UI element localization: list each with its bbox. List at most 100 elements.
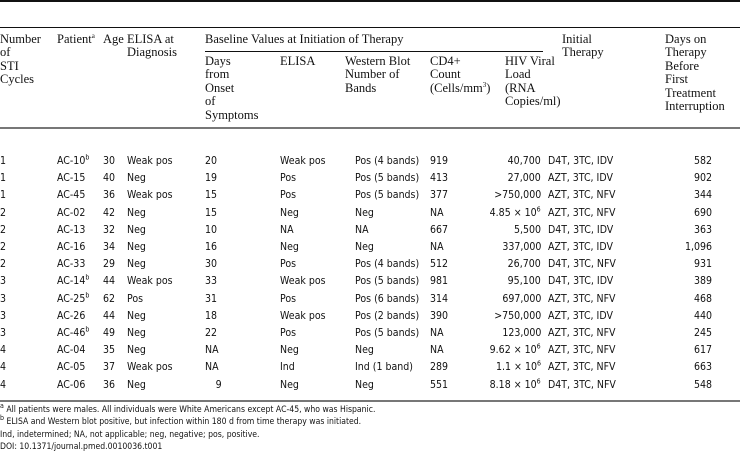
cell-text: 289 <box>430 361 449 374</box>
table-cell: Neg <box>127 224 146 237</box>
cell-text: NA <box>205 361 219 374</box>
table-cell: Neg <box>127 241 146 254</box>
table-cell: AC-10b <box>57 154 89 168</box>
cell-text: NA <box>430 327 444 339</box>
table-cell: Neg <box>280 379 299 392</box>
table-cell: 3 <box>0 310 6 323</box>
cell-text: NA <box>430 344 444 357</box>
table-cell: Neg <box>127 327 146 340</box>
cell-text: AC-25 <box>57 292 86 305</box>
cell-text: 1 <box>0 172 7 185</box>
cell-text: Pos (6 bands) <box>355 292 420 305</box>
header-initial-therapy: Initial Therapy <box>562 32 604 60</box>
cell-text: 663 <box>693 361 712 374</box>
cell-text: AC-10 <box>57 155 86 167</box>
cell-text: 49 <box>103 327 116 339</box>
cell-text: AC-16 <box>57 241 86 253</box>
table-cell: 18 <box>205 310 217 323</box>
cell-text: 27,000 <box>507 172 541 185</box>
table-cell: Weak pos <box>127 361 173 374</box>
cell-text: D4T, 3TC, IDV <box>548 275 614 288</box>
cell-text: 363 <box>693 223 712 236</box>
table-cell: 697,000 <box>502 293 541 306</box>
table-cell: Neg <box>127 172 146 185</box>
table-cell: AC-15 <box>57 172 85 185</box>
table-cell: D4T, 3TC, IDV <box>548 224 613 237</box>
cell-text: Pos <box>280 258 297 271</box>
table-cell: AC-45 <box>57 189 85 202</box>
cell-text: NA <box>430 241 444 253</box>
cell-text: AC-05 <box>57 361 86 374</box>
table-cell: 4.85 × 106 <box>490 206 541 220</box>
cell-text: AC-06 <box>57 378 86 391</box>
header-days-onset: Days from Onset of Symptoms <box>205 54 259 122</box>
cell-text: 697,000 <box>501 292 541 305</box>
cell-text: 4 <box>0 361 7 374</box>
cell-text: 245 <box>693 327 712 339</box>
table-cell: Weak pos <box>127 189 173 202</box>
cell-text: 1,096 <box>684 241 712 253</box>
table-cell: Pos <box>280 293 296 306</box>
cell-text: Neg <box>355 241 374 253</box>
table-cell: D4T, 3TC, IDV <box>548 155 613 168</box>
cell-text: 22 <box>205 327 218 339</box>
table-cell: 4 <box>0 344 6 357</box>
footnote-mark: a <box>0 402 4 411</box>
table-cell: AZT, 3TC, NFV <box>548 207 616 220</box>
table-cell: 245 <box>694 327 712 340</box>
table-cell: 34 <box>103 241 115 254</box>
table-cell: 582 <box>694 155 712 168</box>
table-cell: Pos <box>280 172 296 185</box>
cell-text: Neg <box>127 223 146 236</box>
cell-text: Neg <box>355 206 374 219</box>
cell-text: 44 <box>103 309 116 322</box>
superscript: b <box>85 273 90 282</box>
cell-text: 551 <box>430 378 449 391</box>
cell-text: 42 <box>103 206 116 219</box>
cell-text: NA <box>205 344 219 357</box>
table-cell: Neg <box>355 207 374 220</box>
table-cell: Weak pos <box>280 155 326 168</box>
cell-text: 19 <box>205 172 218 185</box>
footnote: a All patients were males. All individua… <box>0 402 375 415</box>
cell-text: Neg <box>280 241 299 253</box>
cell-text: Ind <box>280 361 295 374</box>
table-cell: 981 <box>430 275 448 288</box>
superscript: 6 <box>536 377 541 386</box>
table-cell: 344 <box>694 189 712 202</box>
cell-text: D4T, 3TC, IDV <box>548 155 614 167</box>
cell-text: Neg <box>280 206 299 219</box>
header-cycles: Number of STI Cycles <box>0 32 41 87</box>
cell-text: AC-15 <box>57 172 86 185</box>
table-cell: 377 <box>430 189 448 202</box>
cell-text: Weak pos <box>280 275 326 288</box>
cell-text: Weak pos <box>127 155 173 167</box>
cell-text: Neg <box>127 258 146 271</box>
header-baseline: Baseline Values at Initiation of Therapy <box>205 32 404 46</box>
cell-text: AC-13 <box>57 223 86 236</box>
table-cell: 35 <box>103 344 115 357</box>
table-cell: 30 <box>103 155 115 168</box>
cell-text: 29 <box>103 258 116 271</box>
table-cell: 19 <box>205 172 217 185</box>
cell-text: Neg <box>127 344 146 357</box>
table-cell: AZT, 3TC, NFV <box>548 293 616 306</box>
cell-text: 314 <box>430 292 449 305</box>
cell-text: Neg <box>355 344 374 357</box>
table-cell: 2 <box>0 258 6 271</box>
table-cell: AZT, 3TC, NFV <box>548 327 616 340</box>
top-rule <box>0 0 740 2</box>
cell-text: 667 <box>430 223 449 236</box>
table-cell: Pos (4 bands) <box>355 155 419 168</box>
cell-text: 4 <box>0 378 7 391</box>
cell-text: AC-02 <box>57 206 86 219</box>
table-cell: 42 <box>103 207 115 220</box>
cell-text: 44 <box>103 275 116 288</box>
cell-text: 2 <box>0 206 7 219</box>
table-cell: AC-06 <box>57 379 85 392</box>
table-cell: 27,000 <box>508 172 541 185</box>
table-cell: 30 <box>205 258 217 271</box>
table-cell: AC-46b <box>57 326 89 340</box>
table-cell: 49 <box>103 327 115 340</box>
cell-text: NA <box>430 206 444 219</box>
